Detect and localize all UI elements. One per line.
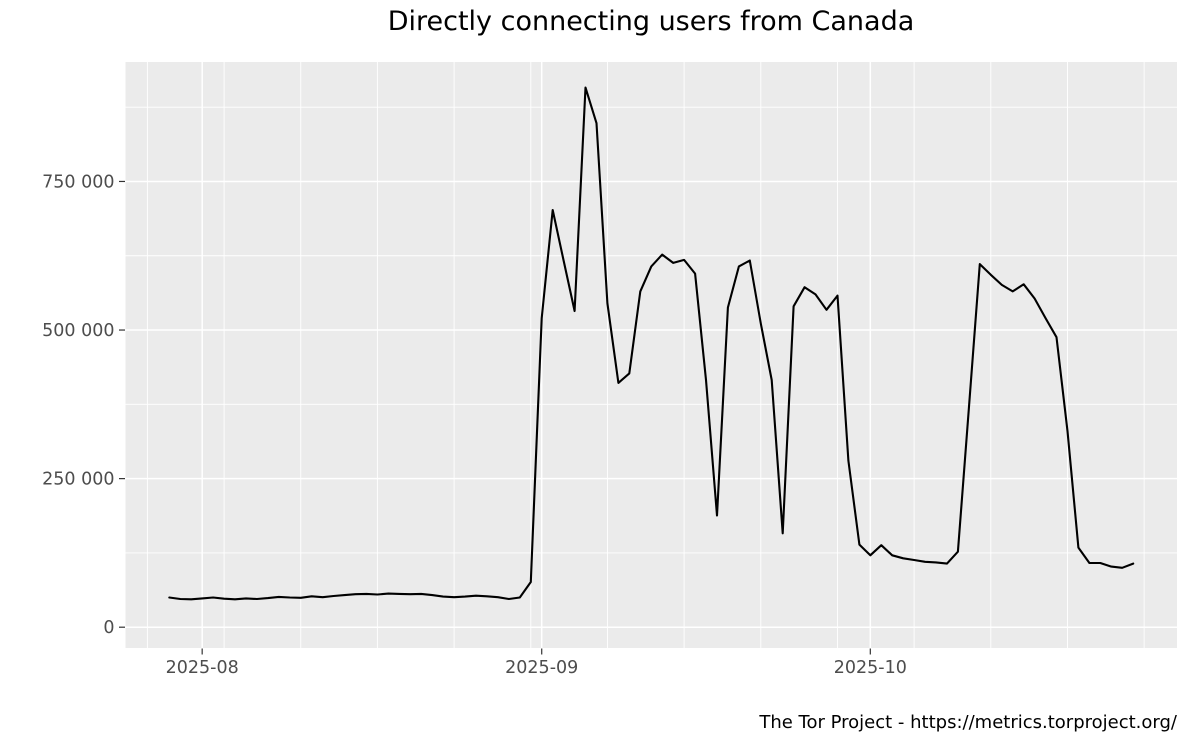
y-tick-label: 500 000 — [42, 321, 114, 341]
x-tick-label: 2025-09 — [505, 658, 578, 678]
axis-labels: 2025-08 2025-09 2025-10 0 250 000 500 000 750 … — [42, 172, 907, 678]
y-tick-label: 250 000 — [42, 470, 114, 490]
plot-panel — [125, 62, 1177, 648]
attribution-text: The Tor Project - https://metrics.torpro… — [759, 712, 1177, 733]
y-tick-label: 0 — [103, 618, 114, 638]
axis-ticks — [119, 180, 871, 655]
major-gridlines — [125, 62, 1177, 648]
x-tick-label: 2025-08 — [166, 658, 239, 678]
x-tick-label: 2025-10 — [834, 658, 907, 678]
chart-title: Directly connecting users from Canada — [387, 6, 915, 37]
data-line — [168, 86, 1135, 601]
y-tick-label: 750 000 — [42, 172, 114, 192]
minor-gridlines — [125, 62, 1177, 648]
